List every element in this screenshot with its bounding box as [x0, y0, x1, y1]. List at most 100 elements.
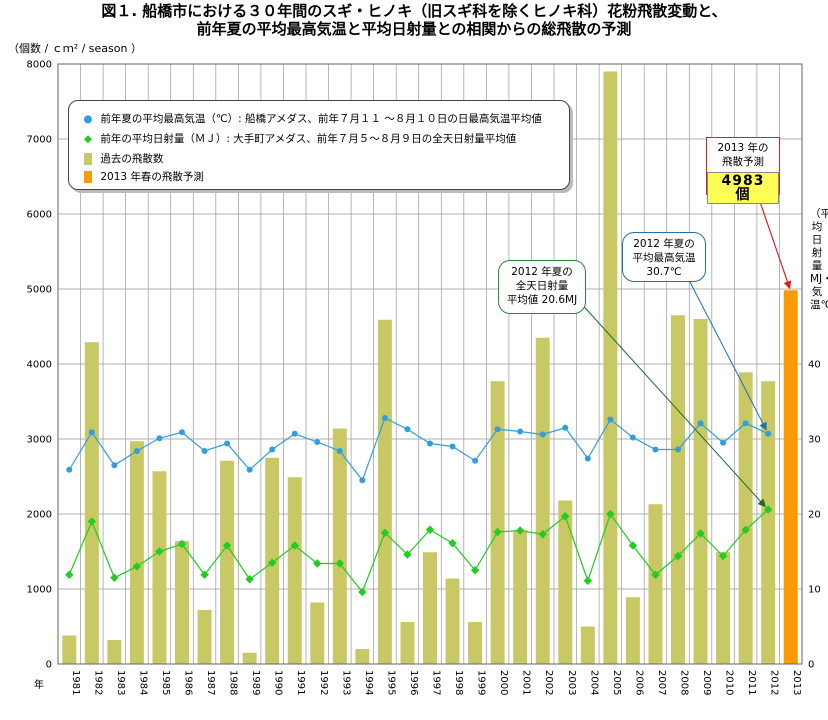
x-tick-label: 1981	[70, 670, 81, 695]
temperature-point	[111, 462, 118, 469]
solar-radiation-point	[741, 525, 750, 534]
legend-item-forecast: 2013 年春の飛散予測	[79, 169, 204, 185]
solar-radiation-point	[380, 528, 390, 537]
pollen-count-bar	[490, 381, 505, 664]
callout-forecast-unit: 個	[735, 187, 751, 203]
x-tick-label: 2006	[633, 670, 644, 695]
legend: ● 前年夏の平均最高気温（℃）: 船橋アメダス、前年７月１１ ～８月１０日の日最…	[68, 100, 570, 190]
solar-radiation-point	[583, 576, 593, 585]
solar-radiation-point	[561, 512, 570, 521]
x-tick-label: 2004	[588, 670, 599, 695]
pollen-count-bar	[625, 597, 640, 664]
solar-radiation-point	[200, 570, 209, 579]
temperature-point	[697, 420, 704, 427]
x-tick-label: 2000	[498, 670, 509, 695]
pollen-count-bar	[355, 649, 370, 664]
x-tick-label: 1985	[160, 670, 171, 695]
left-y-tick-label: 8000	[27, 60, 52, 71]
pollen-count-bar	[107, 640, 122, 664]
x-tick-label: 1994	[363, 670, 374, 695]
forecast-callout-arrow	[757, 195, 792, 290]
pollen-count-bar	[332, 428, 347, 664]
x-tick-label: 1996	[408, 670, 419, 695]
green-diamond-icon: ◆	[83, 133, 93, 145]
pollen-count-bar	[62, 635, 77, 664]
solar-radiation-point	[65, 570, 74, 579]
temperature-line	[68, 417, 769, 482]
x-tick-label: 1984	[137, 670, 148, 695]
solar-radiation-point	[313, 559, 322, 568]
x-tick-label: 1991	[295, 670, 306, 695]
solar-radiation-point	[493, 527, 502, 537]
solar-radiation-point	[718, 551, 728, 561]
solar-radiation-point	[222, 541, 232, 550]
temperature-point	[629, 434, 636, 441]
axes: 0 1000 2000 3000 4000 5000 6000 7000 8000 0 10 20 30…	[27, 60, 821, 696]
solar-radiation-point	[267, 558, 277, 567]
left-y-tick-label: 1000	[27, 585, 52, 596]
x-tick-label: 1983	[115, 670, 126, 695]
pollen-count-bar	[648, 504, 663, 664]
callout-temp-line1: 2012 年夏の	[633, 238, 695, 250]
pollen-count-bar	[535, 337, 550, 664]
temperature-point	[381, 415, 388, 421]
callout-2012-temperature: 2012 年夏の 平均最高気温 30.7℃	[622, 232, 706, 282]
legend-item-past: 過去の飛散数	[79, 151, 163, 167]
pollen-count-bar	[716, 552, 731, 664]
solar-radiation-point	[515, 526, 525, 535]
pollen-count-bar	[242, 652, 257, 664]
solar-radiation-point	[155, 547, 164, 556]
temperature-point	[359, 477, 366, 484]
solar-radiation-point	[628, 541, 638, 550]
x-tick-label: 2005	[611, 670, 622, 695]
left-y-tick-label: 0	[46, 660, 52, 671]
temperature-point	[66, 466, 73, 473]
solar-radiation-point	[403, 550, 412, 559]
temperature-point	[246, 466, 253, 473]
temperature-point	[742, 420, 749, 427]
right-y-tick-label: 0	[808, 660, 814, 671]
x-tick-label: 2003	[566, 670, 577, 695]
callout-sun-line1: 2012 年夏の	[511, 266, 573, 278]
temperature-point	[449, 443, 456, 450]
pollen-count-bar	[738, 372, 753, 664]
temperature-point	[494, 426, 501, 433]
left-y-tick-label: 6000	[27, 210, 52, 221]
solar-radiation-point	[132, 562, 142, 571]
solar-radiation-point	[763, 505, 773, 514]
temperature-point	[584, 455, 591, 462]
right-y-tick-label: 10	[808, 585, 821, 596]
callout-temp-line2: 平均最高気温	[632, 252, 696, 264]
solar-radiation-point	[673, 551, 683, 561]
x-tick-label: 1982	[92, 670, 103, 695]
x-tick-label: 1998	[453, 670, 464, 695]
solar-radiation-line	[68, 509, 769, 594]
forecast-bar	[783, 290, 798, 664]
x-tick-label: 2009	[701, 670, 712, 695]
pollen-count-bar	[152, 471, 167, 664]
x-tick-label: 1987	[205, 670, 216, 695]
x-tick-label: 2010	[724, 670, 735, 695]
right-axis-label: （平均日射量MJ・気温℃）	[810, 208, 828, 311]
chart-title-line1: 図１. 船橋市における３０年間のスギ・ヒノキ（旧スギ科を除くヒノキ科）花粉飛散変…	[101, 2, 727, 20]
chart-title-line2: 前年夏の平均最高気温と平均日射量との相関からの総飛散の予測	[196, 20, 632, 38]
x-tick-label: 2002	[543, 670, 554, 695]
solar-radiation-point	[606, 509, 615, 519]
temperature-point	[224, 440, 231, 447]
pollen-count-bar	[129, 441, 144, 664]
right-y-tick-label: 40	[808, 360, 821, 371]
temperature-point	[562, 424, 569, 431]
solar-radiation-point	[358, 587, 367, 597]
solar-radiation-point	[448, 539, 457, 548]
pollen-count-bar	[400, 622, 415, 664]
callout-sun-line2: 全天日射量	[515, 280, 569, 292]
left-y-tick-label: 5000	[27, 285, 52, 296]
x-tick-label: 1989	[250, 670, 261, 695]
solar-radiation-point	[470, 566, 480, 575]
temperature-point	[404, 426, 411, 433]
pollen-count-bar	[220, 460, 235, 664]
temperature-point	[314, 439, 321, 445]
pollen-count-bar	[671, 315, 685, 664]
legend-item-temp: ● 前年夏の平均最高気温（℃）: 船橋アメダス、前年７月１１ ～８月１０日の日最…	[79, 111, 541, 127]
legend-sun-label: 前年の平均日射量（ＭＪ）: 大手町アメダス、前年７月５～８月９日の全天日射量平均…	[100, 133, 517, 145]
